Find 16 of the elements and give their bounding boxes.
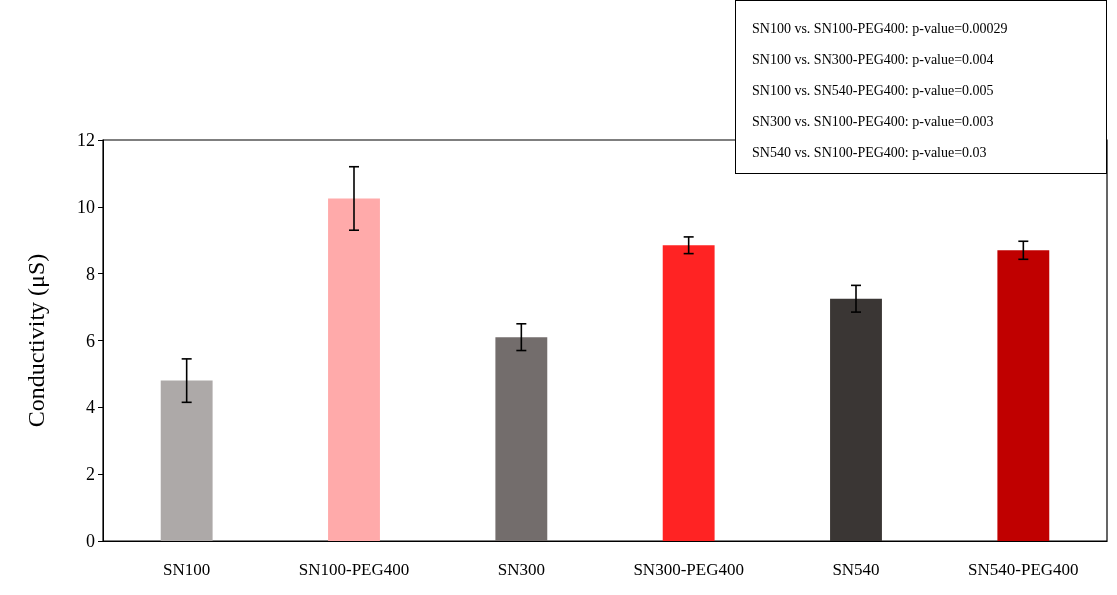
y-tick-label: 0	[86, 531, 95, 551]
text-box: SN100 vs. SN100-PEG400: p-value=0.00029 SN100 vs. SN300-PEG400: p-value=0.004 SN100 vs. SN540-PEG400: p-value=0.005 SN300 vs. SN100-PEG400: p-value=0.003 SN540 vs. SN100-PEG400: p-value=0.03	[735, 0, 1107, 174]
x-tick-label: SN540	[832, 560, 880, 579]
x-tick-label: SN300	[497, 560, 545, 579]
y-tick-label: 10	[77, 196, 95, 217]
y-tick-label: 6	[86, 330, 95, 351]
y-tick-label: 2	[86, 464, 95, 485]
y-tick-label: 4	[86, 397, 95, 418]
y-axis-title: Conductivity (μS)	[23, 253, 49, 428]
x-tick-label: SN300-PEG400	[633, 560, 744, 579]
annotation: SN540 vs. SN100-PEG400: p-value=0.03	[752, 144, 988, 162]
x-tick-label: SN100-PEG400	[298, 560, 410, 579]
y-tick-label: 12	[77, 130, 95, 150]
y-tick-label: 8	[86, 263, 95, 284]
x-tick-label: SN540-PEG400	[968, 560, 1079, 579]
x-tick-label: SN100	[163, 560, 211, 579]
